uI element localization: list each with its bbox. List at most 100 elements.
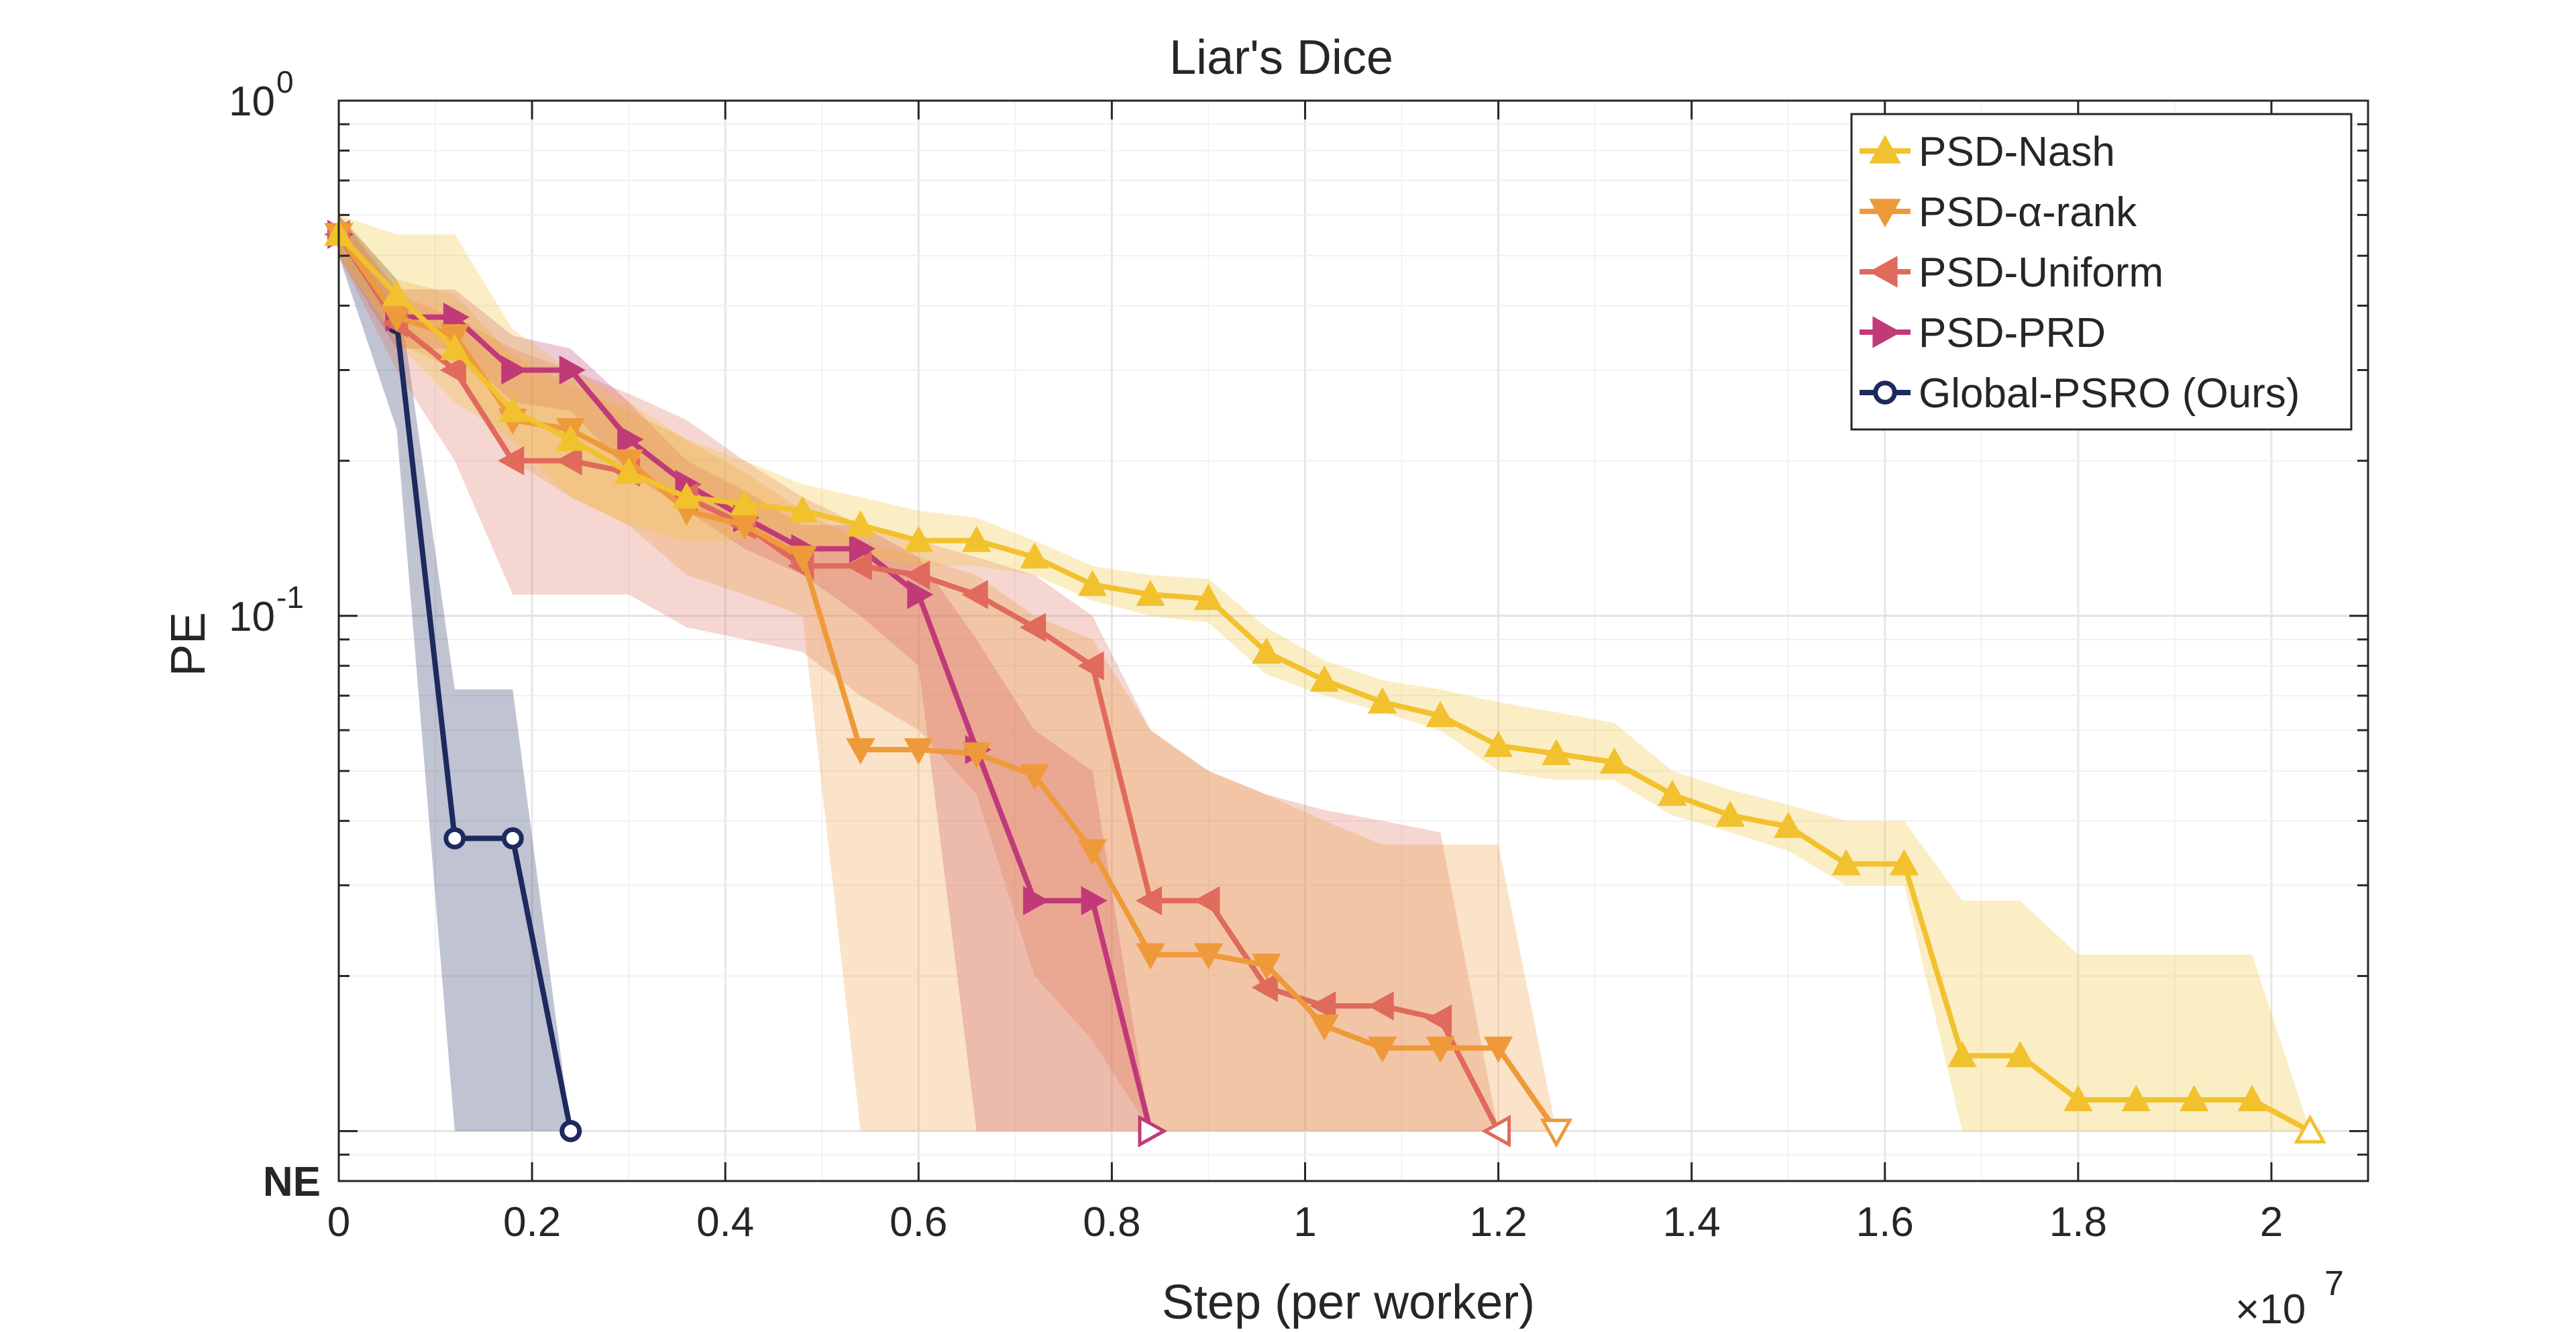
data-point [1658, 779, 1687, 807]
data-point [617, 425, 644, 454]
data-point [845, 551, 872, 581]
data-point [1077, 839, 1108, 866]
data-point [846, 738, 875, 765]
data-point [1135, 886, 1162, 915]
data-point [1481, 1115, 1511, 1147]
data-point [1774, 811, 1803, 838]
data-point [1542, 739, 1571, 766]
data-point [1309, 1014, 1339, 1041]
data-point [1540, 1119, 1573, 1148]
data-point [555, 446, 582, 476]
data-point [1193, 943, 1224, 970]
data-point [440, 334, 470, 360]
legend-label: PSD-α-rank [1919, 189, 2137, 236]
data-point [1251, 972, 1278, 1003]
data-point [849, 534, 875, 564]
data-point [1309, 991, 1336, 1021]
data-point [443, 302, 470, 332]
data-point [1081, 886, 1108, 915]
data-point [1831, 849, 1861, 876]
data-point [1368, 687, 1397, 714]
data-point [1869, 134, 1901, 164]
data-point [1889, 849, 1919, 876]
data-point [2121, 1084, 2151, 1111]
data-point [498, 396, 527, 423]
data-point [559, 1120, 582, 1143]
x-tick-label: 1 [1293, 1199, 1316, 1245]
data-point [788, 546, 818, 572]
x-tick-label: 2 [2260, 1199, 2283, 1245]
data-point [1426, 1036, 1455, 1063]
data-point [1483, 1036, 1513, 1063]
data-point [907, 580, 934, 609]
x-multiplier-base: ×10 [2235, 1286, 2306, 1329]
confidence-band [339, 215, 1150, 1131]
data-point [904, 738, 933, 765]
legend-entry: Global-PSRO (Ours) [1860, 370, 2300, 417]
y-tick-label-base: 10 [229, 79, 275, 125]
x-tick-label: 1.4 [1663, 1199, 1721, 1245]
data-point [962, 525, 991, 552]
data-point [559, 355, 586, 385]
data-point [1947, 1041, 1977, 1068]
legend-entry: PSD-Nash [1860, 129, 2115, 175]
data-point [1367, 991, 1394, 1021]
data-point [1138, 1115, 1168, 1147]
legend-entry: PSD-Uniform [1860, 250, 2163, 296]
data-point [1193, 886, 1220, 915]
x-tick-label: 0.2 [503, 1199, 561, 1245]
data-point [1868, 256, 1898, 288]
x-tick-label: 0 [327, 1199, 350, 1245]
chart-title: Liar's Dice [1169, 31, 1393, 85]
data-point [382, 305, 412, 332]
x-tick-label: 0.8 [1083, 1199, 1140, 1245]
y-tick-label: 10 -1 [229, 580, 304, 640]
y-tick-label-base: 10 [229, 594, 275, 640]
legend: PSD-Nash PSD-α-rank PSD-Uniform PSD-PRD Glob… [1850, 113, 2353, 431]
data-point [1872, 316, 1902, 348]
data-point [1077, 651, 1104, 680]
data-point [2005, 1041, 2035, 1068]
data-point [1309, 665, 1339, 692]
data-point [1715, 801, 1745, 827]
y-axis-label: PE [162, 612, 215, 676]
data-point [1193, 584, 1224, 611]
x-tick-label: 1.8 [2049, 1199, 2107, 1245]
data-point [1023, 886, 1050, 915]
data-point [1020, 613, 1046, 642]
data-point [962, 742, 991, 769]
confidence-band [339, 215, 571, 1131]
data-point [846, 510, 875, 537]
data-point [501, 827, 524, 850]
ne-label: NE [263, 1159, 321, 1205]
data-point [1368, 1036, 1397, 1063]
data-point [1873, 380, 1897, 405]
data-point [1020, 764, 1049, 790]
data-point [2180, 1084, 2209, 1111]
legend-label: PSD-PRD [1919, 310, 2106, 356]
legend-label: Global-PSRO (Ours) [1919, 370, 2300, 417]
data-point [443, 827, 466, 850]
data-point [1077, 570, 1108, 597]
legend-label: PSD-Uniform [1919, 250, 2163, 296]
data-point [1252, 637, 1281, 664]
x-axis-label: Step (per worker) [1162, 1276, 1535, 1329]
x-multiplier: ×10 7 [2235, 1264, 2344, 1332]
legend-box [1850, 113, 2353, 431]
x-tick-label: 1.2 [1469, 1199, 1527, 1245]
data-point [2237, 1084, 2267, 1111]
data-point [614, 457, 643, 484]
data-point [1426, 701, 1455, 727]
data-point [672, 482, 702, 509]
y-tick-label-exponent: 0 [276, 64, 294, 99]
data-point [439, 355, 466, 385]
data-point [1252, 954, 1281, 980]
x-multiplier-exponent: 7 [2324, 1264, 2344, 1303]
legend-entry: PSD-PRD [1860, 310, 2106, 356]
x-tick-label: 0.6 [890, 1199, 947, 1245]
data-point [904, 560, 930, 590]
data-point [1599, 747, 1629, 774]
